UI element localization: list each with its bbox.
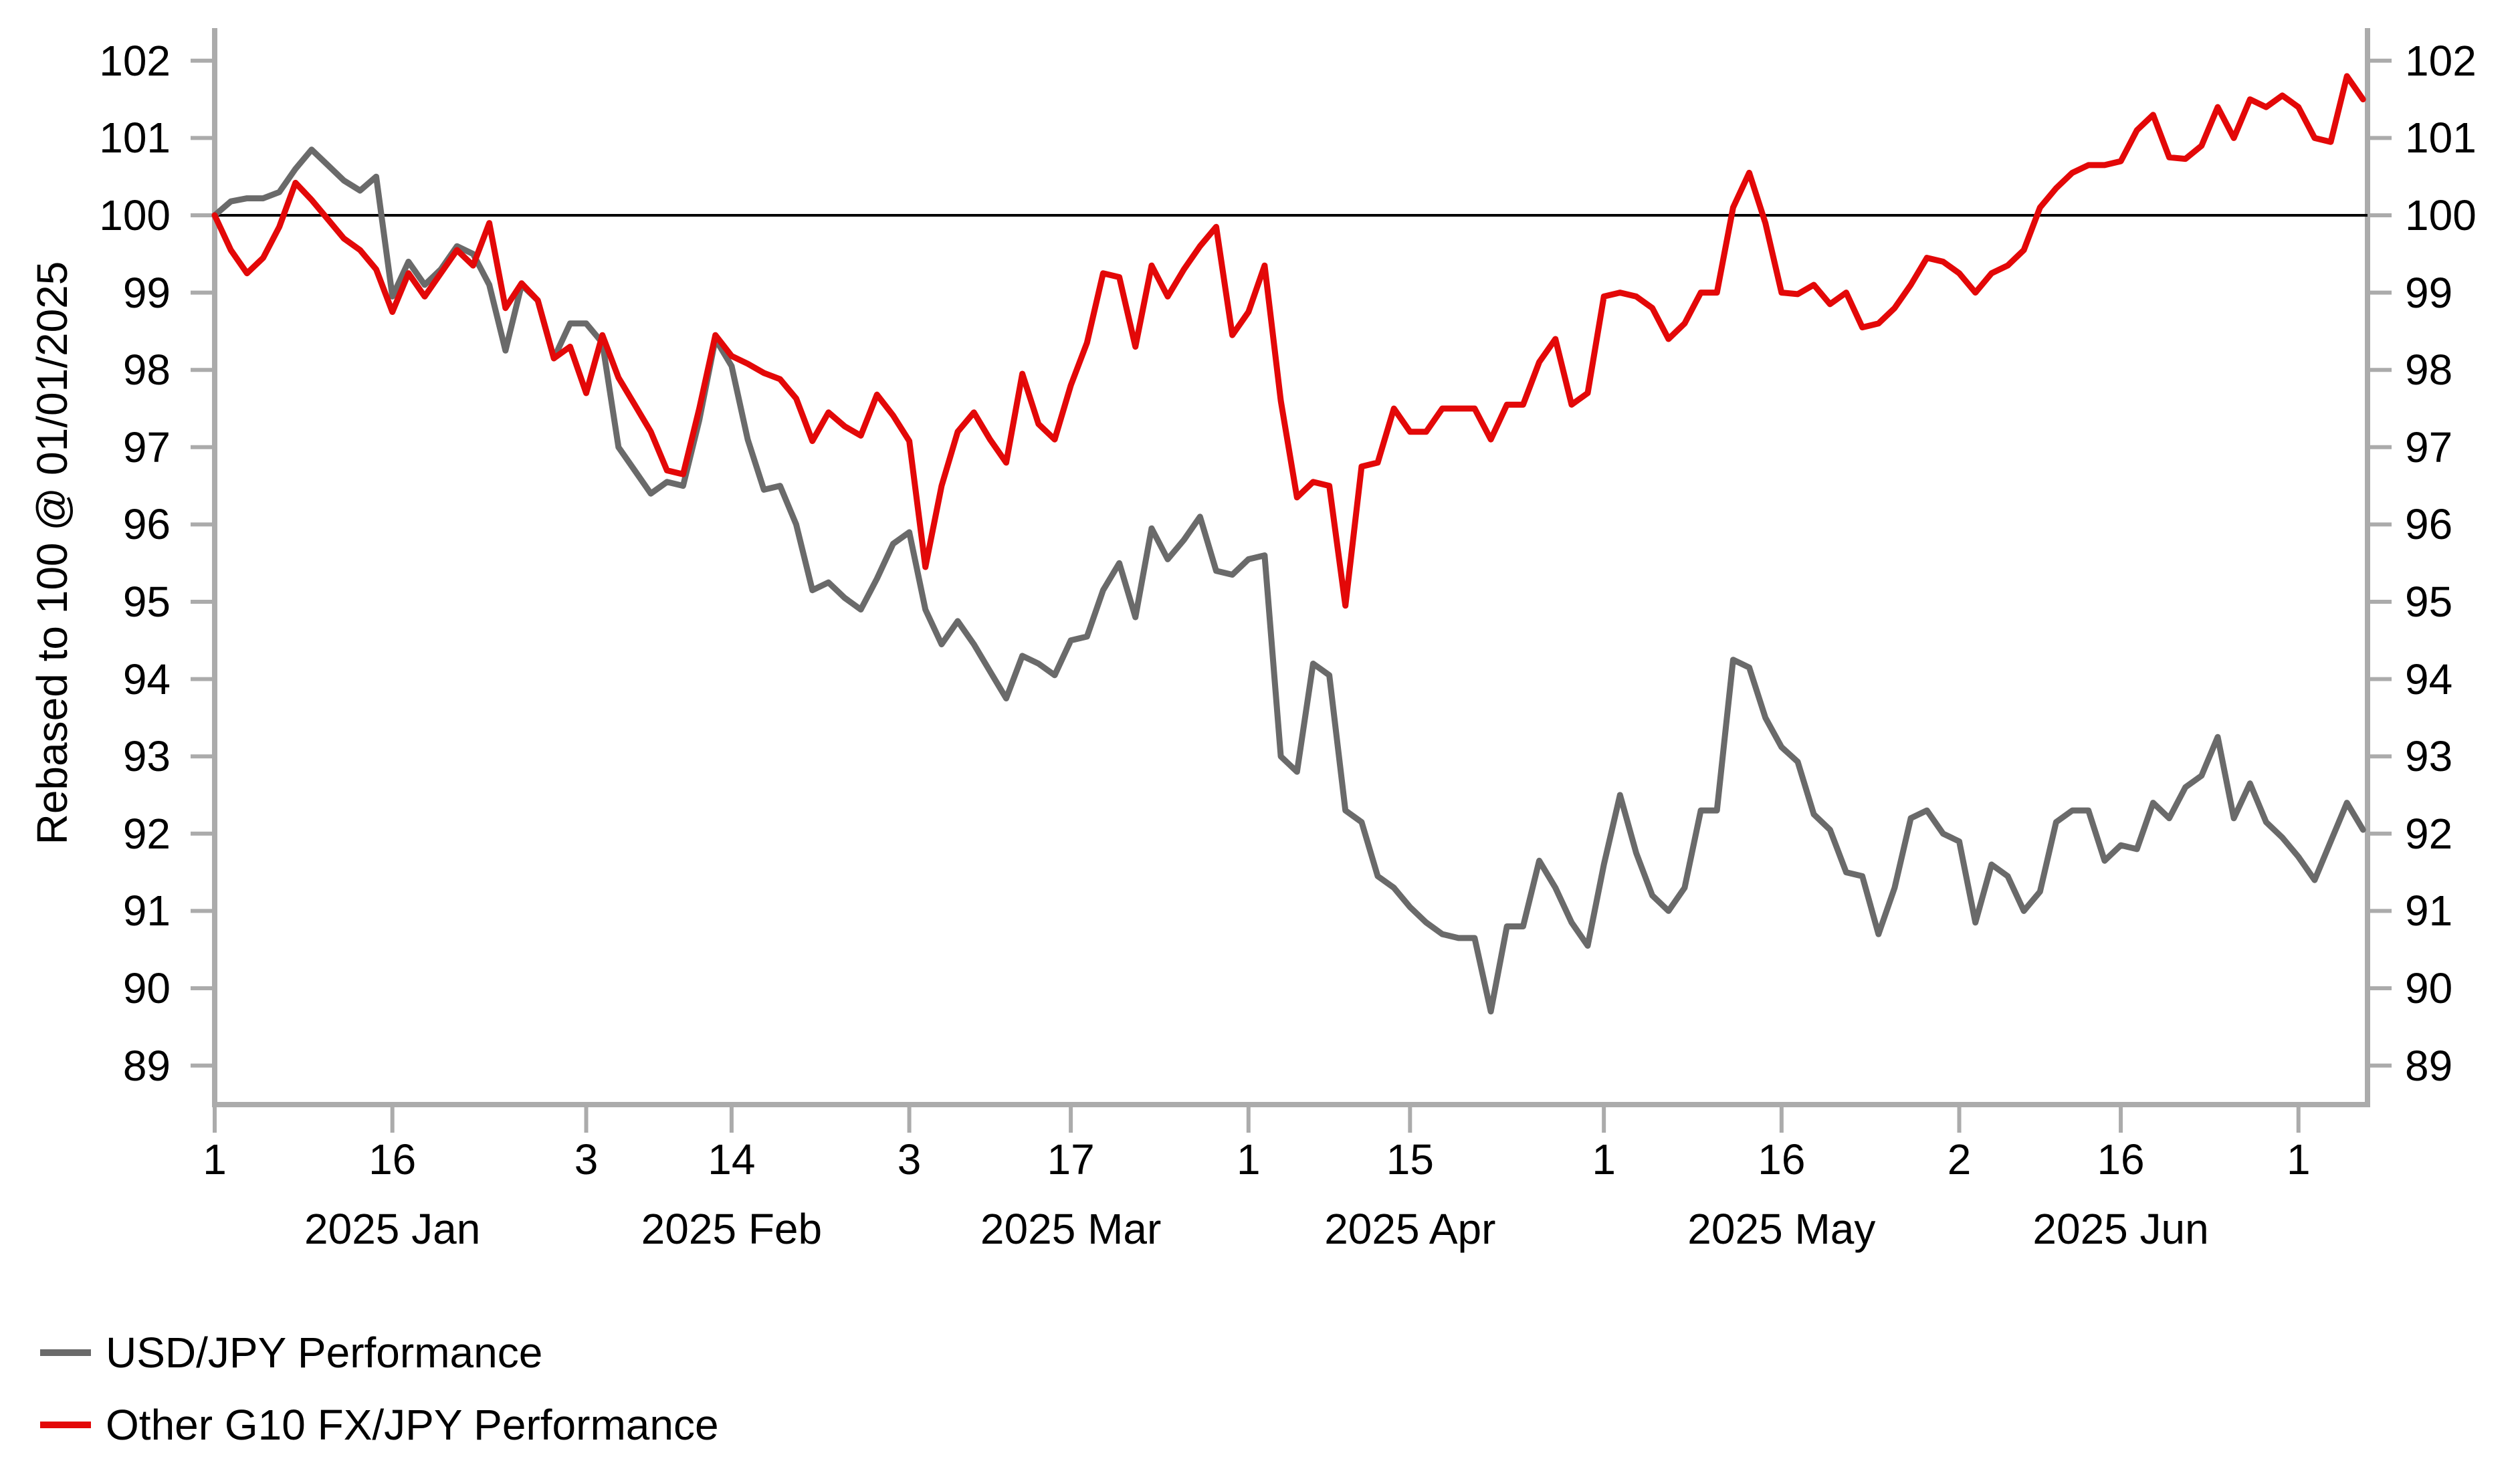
legend-label-other-g10: Other G10 FX/JPY Performance <box>106 1401 719 1449</box>
y-tick-label-right: 89 <box>2405 1041 2453 1090</box>
y-tick-label-right: 93 <box>2405 732 2453 781</box>
y-tick-label-right: 92 <box>2405 809 2453 858</box>
y-tick-label-right: 101 <box>2405 114 2477 162</box>
y-tick-label-right: 91 <box>2405 887 2453 935</box>
x-tick-label: 16 <box>2097 1135 2145 1183</box>
y-tick-label-left: 101 <box>99 114 171 162</box>
month-label: 2025 Jun <box>2032 1205 2209 1253</box>
y-tick-label-right: 100 <box>2405 191 2477 239</box>
x-tick-label: 3 <box>897 1135 922 1183</box>
series-other-g10-line <box>211 73 2366 609</box>
month-label: 2025 Feb <box>641 1205 823 1253</box>
x-tick-label: 15 <box>1386 1135 1434 1183</box>
x-tick-label: 1 <box>2286 1135 2311 1183</box>
y-tick-label-right: 96 <box>2405 500 2453 549</box>
y-tick-label-right: 97 <box>2405 423 2453 471</box>
x-tick-label: 16 <box>369 1135 417 1183</box>
y-tick-label-right: 102 <box>2405 36 2477 85</box>
y-axis-title: Rebased to 100 @ 01/01/2025 <box>28 261 76 845</box>
legend-swatch-other-g10 <box>40 1422 91 1428</box>
y-tick-label-left: 91 <box>122 887 171 935</box>
y-tick-label-left: 102 <box>99 36 171 85</box>
y-tick-label-left: 94 <box>122 655 171 703</box>
y-tick-label-left: 99 <box>122 268 171 317</box>
series-usdjpy-line <box>211 146 2366 1015</box>
month-label: 2025 Mar <box>980 1205 1162 1253</box>
x-tick-label: 1 <box>1236 1135 1261 1183</box>
month-label: 2025 May <box>1687 1205 1876 1253</box>
y-tick-label-right: 90 <box>2405 964 2453 1012</box>
y-tick-label-right: 98 <box>2405 346 2453 394</box>
month-label: 2025 Jan <box>304 1205 481 1253</box>
x-tick-label: 17 <box>1047 1135 1095 1183</box>
y-tick-label-left: 96 <box>122 500 171 549</box>
legend-label-usdjpy: USD/JPY Performance <box>106 1329 543 1377</box>
y-tick-label-left: 89 <box>122 1041 171 1090</box>
legend-swatch-usdjpy <box>40 1349 91 1356</box>
y-tick-label-right: 95 <box>2405 578 2453 626</box>
y-tick-label-left: 97 <box>122 423 171 471</box>
x-tick-label: 1 <box>203 1135 227 1183</box>
x-tick-label: 3 <box>574 1135 599 1183</box>
x-tick-label: 14 <box>708 1135 756 1183</box>
legend-item-other-g10: Other G10 FX/JPY Performance <box>40 1401 719 1448</box>
x-tick-label: 1 <box>1592 1135 1616 1183</box>
y-tick-label-left: 92 <box>122 809 171 858</box>
y-tick-label-right: 94 <box>2405 655 2453 703</box>
x-tick-label: 16 <box>1758 1135 1806 1183</box>
month-label: 2025 Apr <box>1324 1205 1496 1253</box>
y-tick-label-left: 93 <box>122 732 171 781</box>
x-tick-label: 2 <box>1947 1135 1972 1183</box>
y-tick-label-left: 98 <box>122 346 171 394</box>
y-tick-label-left: 100 <box>99 191 171 239</box>
y-tick-label-left: 90 <box>122 964 171 1012</box>
legend-item-usdjpy: USD/JPY Performance <box>40 1329 542 1376</box>
y-tick-label-left: 95 <box>122 578 171 626</box>
y-tick-label-right: 99 <box>2405 268 2453 317</box>
